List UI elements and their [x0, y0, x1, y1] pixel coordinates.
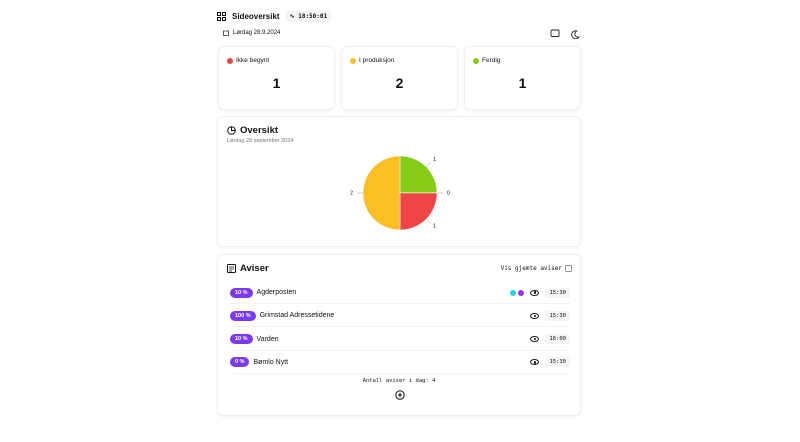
overview-subtitle: Lørdag 28 september 2024: [227, 138, 294, 144]
page-title: Sideoversikt: [232, 12, 280, 21]
date: Lørdag 28.9.2024: [233, 30, 281, 36]
progress-badge: 10 %: [230, 287, 253, 298]
deadline: 15:30: [545, 357, 570, 368]
status-heading: Ferdig: [473, 57, 500, 64]
progress-badge: 100 %: [230, 310, 256, 321]
overview-title: Oversikt: [240, 125, 279, 136]
status-label: Ferdig: [482, 57, 501, 64]
slice-label: 0: [447, 190, 450, 196]
label-connector: [425, 218, 431, 224]
newspaper-row[interactable]: 0 % Bømlo Nytt 15:30: [230, 352, 570, 374]
slice-label: 2: [350, 190, 353, 196]
status-card: Ikke begynt 1: [218, 46, 335, 110]
calendar-icon: [223, 30, 229, 36]
header: Sideoversikt ∿ 18:50:01: [217, 11, 332, 22]
visibility-toggle[interactable]: [530, 289, 540, 296]
status-label: Ikke begynt: [236, 57, 270, 64]
assignee-dot: [510, 289, 517, 296]
date-row: Lørdag 28.9.2024: [223, 30, 280, 36]
clock-text: 18:50:01: [298, 13, 328, 20]
deadline: 16:00: [545, 334, 570, 345]
newspaper-row[interactable]: 10 % Agderposten 15:30: [230, 282, 570, 304]
visibility-toggle[interactable]: [530, 359, 540, 366]
checkbox[interactable]: [565, 265, 572, 272]
deadline: 15:30: [545, 310, 570, 321]
newspaper-name: Bømlo Nytt: [253, 358, 289, 366]
pie-slice: [362, 155, 401, 231]
clock: ∿ 18:50:01: [285, 11, 332, 22]
status-dot: [473, 57, 479, 64]
feedback-icon[interactable]: [550, 29, 560, 37]
pie-slice: [399, 192, 438, 231]
status-card: I produksjon 2: [341, 46, 458, 110]
header-actions[interactable]: [550, 29, 580, 39]
count-footer: Antall aviser i dag: 4: [362, 378, 436, 384]
toggle-label: Vis gjemte aviser: [500, 265, 562, 272]
newspapers-heading: Aviser: [227, 263, 269, 274]
visibility-toggle[interactable]: [530, 312, 540, 319]
newspaper-row[interactable]: 100 % Grimstad Adressetidene 15:30: [230, 305, 570, 328]
status-dot: [227, 57, 233, 64]
eye-pupil: [533, 361, 537, 364]
dark-mode-icon[interactable]: [571, 30, 580, 39]
label-connector: [425, 162, 431, 168]
visibility-toggle[interactable]: [530, 336, 540, 343]
newspaper-row[interactable]: 10 % Varden 16:00: [230, 329, 570, 351]
status-count: 1: [272, 75, 281, 91]
hidden-toggle[interactable]: Vis gjemte aviser: [501, 265, 572, 272]
eye-pupil: [533, 291, 537, 294]
status-card: Ferdig 1: [464, 46, 581, 110]
newspapers-title: Aviser: [240, 263, 269, 274]
newspaper-name: Varden: [256, 335, 279, 343]
overview-heading: Oversikt: [227, 125, 278, 136]
newspaper-name: Grimstad Adressetidene: [259, 312, 335, 320]
pie-slice: [399, 155, 438, 194]
status-heading: I produksjon: [350, 57, 394, 64]
status-label: I produksjon: [359, 57, 395, 64]
eye-pupil: [533, 314, 537, 318]
slice-label: 1: [433, 224, 436, 230]
newspaper-icon: [227, 264, 236, 273]
status-count: 1: [518, 75, 527, 91]
deadline: 15:30: [545, 287, 570, 298]
eye-pupil: [533, 337, 537, 341]
overview-card: Oversikt Lørdag 28 september 2024 1 0 1 2: [217, 116, 581, 247]
status-count: 2: [395, 75, 404, 91]
status-dot: [350, 57, 356, 64]
newspapers-card: Aviser Vis gjemte aviser 10 % Agderposten…: [217, 254, 581, 416]
newspaper-name: Agderposten: [256, 289, 297, 296]
pie-icon: [227, 126, 236, 135]
progress-badge: 0 %: [230, 357, 250, 368]
pie-chart: 1 0 1 2: [350, 155, 450, 231]
grid-icon: [217, 12, 226, 21]
progress-badge: 10 %: [230, 334, 253, 345]
status-heading: Ikke begynt: [227, 57, 269, 64]
assignee-dot: [518, 289, 525, 296]
slice-label: 1: [433, 157, 436, 163]
add-button[interactable]: [395, 390, 405, 400]
